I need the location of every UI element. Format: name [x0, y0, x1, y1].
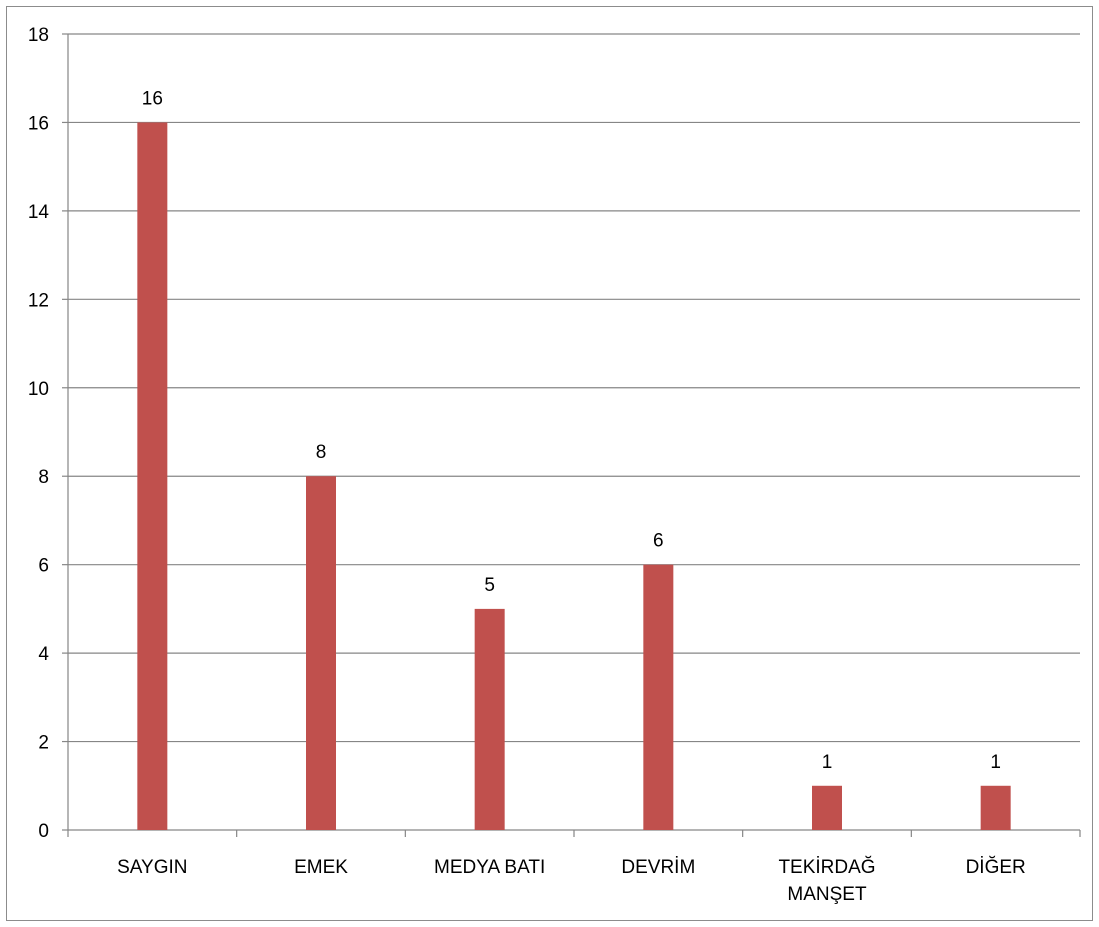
- data-label: 6: [653, 531, 664, 552]
- x-category-label: MEDYA BATI: [434, 857, 545, 878]
- y-tick-label: 0: [38, 821, 49, 842]
- data-label: 16: [142, 88, 163, 109]
- x-category-label: DİĞER: [966, 856, 1026, 878]
- y-tick-label: 8: [38, 467, 49, 488]
- y-tick-label: 10: [28, 379, 49, 400]
- x-category-label: SAYGIN: [117, 857, 187, 878]
- gridlines: [68, 33, 1080, 743]
- y-tick-label: 14: [28, 202, 50, 223]
- x-category-label: MANŞET: [787, 884, 867, 905]
- bar: [812, 785, 842, 830]
- bar: [474, 608, 505, 830]
- y-tick-label: 16: [28, 113, 49, 134]
- bar: [137, 122, 168, 830]
- bars: [137, 122, 1011, 830]
- data-label: 1: [990, 752, 1001, 773]
- y-tick-label: 12: [28, 290, 49, 311]
- bar: [306, 476, 336, 830]
- bar: [980, 785, 1011, 830]
- axes: [62, 33, 1081, 837]
- labels: 0 2 4 6 8 10 12 14 16 18 16 SAYGIN 8 EMEK 5 MEDYA BATI 6…: [28, 25, 1026, 905]
- y-tick-label: 6: [38, 556, 49, 577]
- y-tick-label: 18: [28, 25, 49, 46]
- bar: [643, 564, 674, 830]
- x-category-label: DEVRİM: [621, 857, 695, 878]
- data-label: 1: [822, 752, 833, 773]
- y-tick-label: 2: [38, 733, 49, 754]
- x-category-label: EMEK: [294, 857, 348, 878]
- x-category-label: TEKİRDAĞ: [778, 856, 875, 878]
- chart-frame: [6, 6, 1093, 921]
- data-label: 8: [316, 442, 327, 463]
- y-tick-label: 4: [38, 644, 49, 665]
- data-label: 5: [484, 575, 495, 596]
